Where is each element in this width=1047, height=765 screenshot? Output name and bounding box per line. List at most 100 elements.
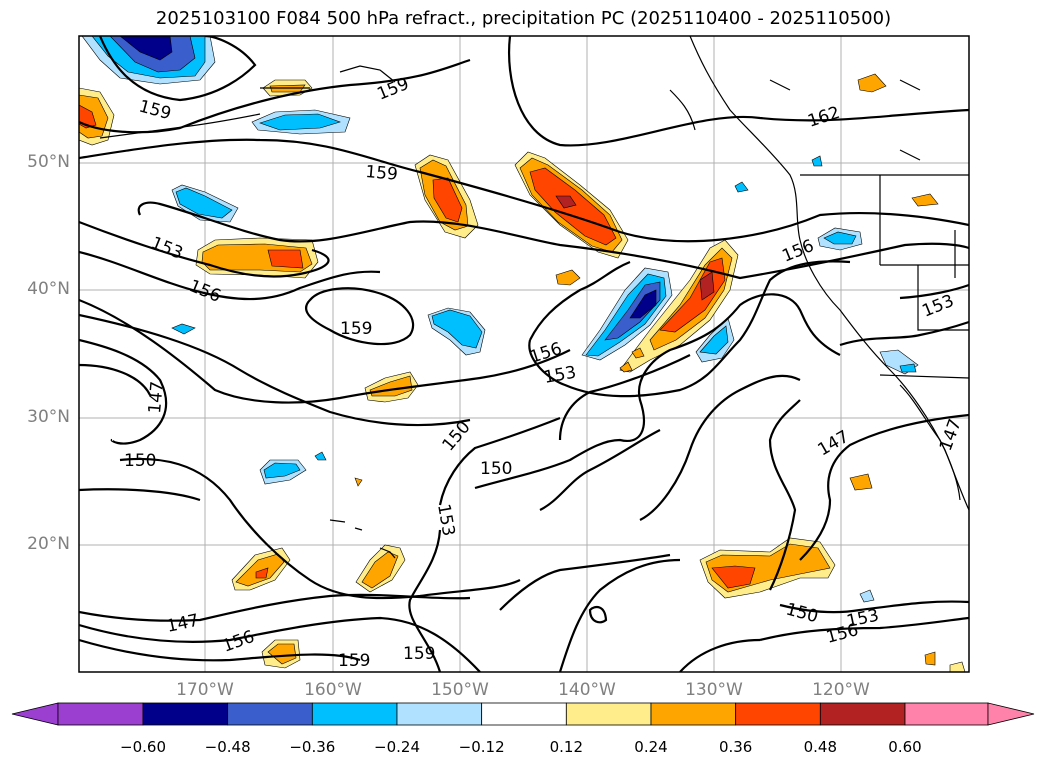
border-mexico — [879, 374, 969, 379]
gridlines — [79, 36, 969, 672]
colorbar-segment — [819, 702, 906, 726]
contour-line — [438, 416, 561, 506]
precip-blob-cyan — [259, 113, 341, 131]
precip-blob-cyan — [823, 231, 857, 245]
contour-line — [79, 616, 481, 672]
coastline-aleutians — [99, 113, 261, 139]
colorbar-tick-label: −0.12 — [458, 738, 505, 756]
coastline-hawaii — [329, 519, 396, 559]
coastline-baja — [899, 384, 961, 501]
colorbar-segment — [565, 702, 652, 726]
precip-blob-cyan — [314, 451, 327, 461]
lon-label-120w: 120°W — [812, 680, 870, 700]
contour-line — [79, 593, 471, 622]
colorbar-segment — [57, 702, 144, 726]
contour-label: 147 — [815, 427, 853, 461]
precip-blob-navy — [119, 36, 173, 61]
contour-line — [79, 313, 471, 427]
contour-label: 150 — [124, 451, 156, 471]
precip-blob-orange — [924, 651, 936, 666]
contour-label: 153 — [433, 502, 458, 537]
colorbar-extend-left — [11, 702, 59, 726]
contour-line — [79, 638, 361, 662]
chart-title: 2025103100 F084 500 hPa refract., precip… — [155, 8, 892, 29]
coastline-islands — [339, 65, 921, 161]
lon-label-160w: 160°W — [304, 680, 362, 700]
contour-label: 147 — [145, 380, 168, 414]
contour-line — [779, 600, 969, 614]
contour-line — [408, 529, 442, 672]
contour-label: 159 — [340, 319, 372, 339]
contour-label: 153 — [148, 233, 186, 264]
contour-label: 147 — [165, 611, 201, 637]
contour-line — [679, 638, 761, 672]
lon-label-170w: 170°W — [176, 680, 234, 700]
contour-label: 159 — [374, 74, 412, 105]
contour-line — [79, 58, 471, 134]
colorbar-tick-label: 0.12 — [549, 738, 584, 756]
precip-blob-darkred — [555, 195, 577, 209]
precip-blob-orange — [361, 551, 399, 589]
colorbar-tick-label: −0.24 — [374, 738, 420, 756]
contour-label: 153 — [542, 363, 577, 388]
contour-line — [799, 413, 969, 561]
precip-blob-lightblue — [859, 589, 875, 603]
precip-blob-cyan — [899, 363, 917, 373]
precip-blob-orange — [911, 193, 939, 207]
precip-blob-orange — [631, 347, 645, 359]
coastlines — [99, 36, 969, 559]
lon-label-130w: 130°W — [685, 680, 743, 700]
precip-blob-cyan — [699, 325, 729, 355]
precip-blob-red — [711, 565, 756, 589]
contour-line — [79, 488, 201, 502]
contour-line — [528, 260, 851, 398]
contour-line — [499, 553, 671, 611]
contour-line — [305, 287, 415, 346]
contour-line — [98, 36, 257, 102]
lon-label-150w: 150°W — [431, 680, 489, 700]
colorbar-segment — [396, 702, 483, 726]
colorbar-tick-label: −0.36 — [289, 738, 336, 756]
contour-label: 156 — [527, 339, 564, 368]
contour-line — [899, 283, 969, 300]
colorbar-segment — [481, 702, 567, 726]
colorbar-tick-label: −0.60 — [120, 738, 166, 756]
colorbar-tick-label: 0.36 — [718, 738, 753, 756]
precip-blob-red — [255, 567, 269, 579]
precip-negative-fields — [81, 36, 919, 603]
colorbar-segment — [311, 702, 398, 726]
colorbar-segment — [227, 702, 313, 726]
colorbar-segment — [904, 702, 989, 726]
contour-label: 150 — [784, 600, 821, 628]
contour-line — [119, 457, 521, 600]
contour-line — [558, 354, 691, 441]
contour-label: 156 — [824, 620, 861, 648]
precip-blob-red — [432, 177, 463, 223]
precip-blob-red — [267, 249, 304, 269]
contour-line — [79, 363, 151, 396]
colorbar — [11, 702, 1035, 726]
contour-line — [529, 260, 631, 341]
precip-blob-orange — [267, 643, 297, 665]
contour-line — [558, 558, 681, 672]
contour-line — [79, 250, 381, 301]
contour-label: 150 — [480, 459, 512, 479]
refractivity-contours — [79, 36, 969, 672]
contour-label: 147 — [936, 416, 966, 453]
lat-label-50n: 50°N — [27, 152, 70, 172]
precip-blob-cyan — [171, 323, 196, 335]
contour-label: 159 — [365, 162, 399, 185]
colorbar-tick-label: 0.24 — [634, 738, 668, 756]
contour-line — [474, 293, 841, 490]
contour-line — [759, 616, 969, 642]
lat-label-40n: 40°N — [27, 279, 70, 299]
contour-line — [768, 399, 801, 591]
precip-blob-orange — [354, 477, 363, 487]
precip-blob-navy — [629, 289, 657, 319]
contour-label: 159 — [137, 97, 174, 125]
colorbar-segment — [735, 702, 821, 726]
colorbar-tick-label: 0.48 — [803, 738, 838, 756]
lon-label-140w: 140°W — [558, 680, 616, 700]
precip-blob-orange — [857, 73, 887, 93]
